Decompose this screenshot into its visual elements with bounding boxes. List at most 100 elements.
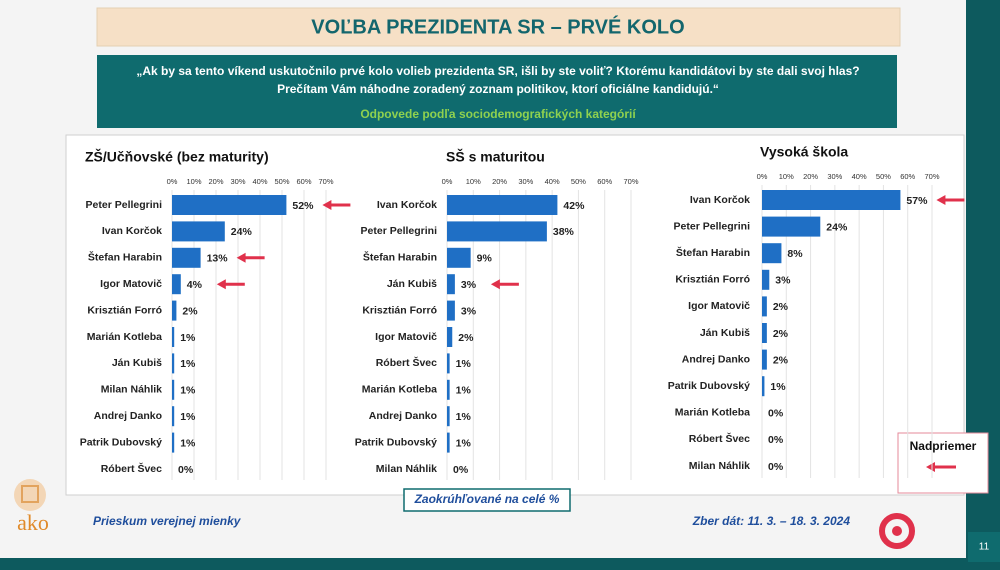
- value-label: 2%: [773, 328, 789, 340]
- highlight-arrow: [236, 252, 265, 263]
- value-label: 1%: [456, 411, 472, 423]
- category-label: Krisztián Forró: [675, 274, 750, 286]
- category-label: Ján Kubiš: [387, 278, 437, 290]
- value-label: 3%: [775, 275, 791, 287]
- bar: [447, 353, 450, 374]
- value-label: 2%: [458, 332, 474, 344]
- value-label: 2%: [773, 354, 789, 366]
- x-tick-label: 60%: [900, 172, 915, 181]
- value-label: 8%: [787, 248, 803, 260]
- highlight-arrow: [322, 200, 351, 210]
- category-label: Andrej Danko: [682, 353, 750, 365]
- question-line: „Ak by sa tento víkend uskutočnilo prvé …: [136, 64, 859, 78]
- note-box: [403, 488, 571, 512]
- bar: [172, 247, 201, 268]
- footer-left: Prieskum verejnej mienky: [93, 514, 242, 528]
- bar: [447, 247, 471, 268]
- title: VOĽBA PREZIDENTA SR – PRVÉ KOLO: [311, 15, 684, 38]
- value-label: 1%: [180, 385, 196, 397]
- value-label: 3%: [461, 305, 477, 317]
- x-tick-label: 10%: [186, 177, 201, 186]
- value-label: 24%: [231, 226, 253, 238]
- x-tick-label: 40%: [252, 177, 267, 186]
- bar: [172, 195, 287, 215]
- bar: [762, 349, 767, 370]
- bar: [447, 406, 450, 427]
- highlight-arrow: [216, 279, 245, 290]
- category-label: Igor Matovič: [688, 300, 750, 312]
- x-tick-label: 10%: [466, 177, 481, 186]
- x-tick-label: 30%: [230, 177, 245, 186]
- value-label: 2%: [182, 305, 198, 317]
- value-label: 1%: [456, 385, 472, 397]
- bar: [172, 221, 225, 242]
- x-tick-label: 10%: [779, 172, 794, 181]
- value-label: 2%: [773, 301, 789, 313]
- legend-box: [897, 432, 989, 494]
- x-tick-label: 0%: [167, 177, 178, 186]
- category-label: Patrik Dubovský: [80, 436, 162, 448]
- bar: [762, 269, 770, 290]
- category-label: Róbert Švec: [376, 356, 437, 369]
- category-label: Štefan Harabin: [363, 251, 437, 264]
- bar: [172, 379, 175, 400]
- value-label: 0%: [768, 434, 784, 446]
- value-label: 1%: [456, 358, 472, 370]
- value-label: 1%: [180, 411, 196, 423]
- subtitle: Odpovede podľa sociodemografických kateg…: [360, 107, 636, 121]
- bar: [447, 300, 455, 321]
- x-tick-label: 20%: [803, 172, 818, 181]
- category-label: Milan Náhlik: [376, 463, 437, 475]
- value-label: 0%: [178, 464, 194, 476]
- title-box: [96, 7, 901, 47]
- category-label: Róbert Švec: [101, 462, 162, 475]
- category-label: Ivan Korčok: [377, 199, 437, 211]
- value-label: 0%: [768, 461, 784, 473]
- category-label: Krisztián Forró: [362, 304, 437, 316]
- bar: [172, 327, 175, 347]
- category-label: Peter Pellegrini: [361, 225, 438, 237]
- bar: [172, 353, 175, 374]
- x-tick-label: 40%: [852, 172, 867, 181]
- page-number: 11: [979, 542, 990, 553]
- rounding-note: Zaokrúhľované na celé %: [414, 492, 560, 506]
- x-tick-label: 50%: [876, 172, 891, 181]
- value-label: 24%: [826, 221, 848, 233]
- question-line: Prečítam Vám náhodne zoradený zoznam pol…: [277, 82, 719, 96]
- category-label: Štefan Harabin: [676, 246, 750, 259]
- value-label: 1%: [180, 437, 196, 449]
- arrow-head: [236, 252, 246, 263]
- arrow-head: [490, 279, 500, 290]
- x-tick-label: 60%: [597, 177, 612, 186]
- value-label: 3%: [461, 279, 477, 291]
- category-label: Igor Matovič: [100, 278, 162, 290]
- category-label: Róbert Švec: [689, 432, 750, 445]
- value-label: 57%: [906, 195, 928, 207]
- bar: [762, 216, 821, 237]
- bar: [447, 432, 450, 453]
- category-label: Peter Pellegrini: [86, 199, 163, 211]
- category-label: Peter Pellegrini: [674, 220, 751, 232]
- category-label: Marián Kotleba: [362, 384, 437, 396]
- logo-text: ako: [17, 510, 49, 535]
- x-tick-label: 30%: [827, 172, 842, 181]
- page-box: [968, 532, 1000, 562]
- x-tick-label: 20%: [208, 177, 223, 186]
- value-label: 1%: [456, 437, 472, 449]
- bar: [447, 379, 450, 400]
- chart-title: Vysoká škola: [760, 144, 848, 160]
- category-label: Marián Kotleba: [675, 407, 750, 419]
- ako-logo: ako: [14, 479, 49, 535]
- category-label: Patrik Dubovský: [668, 380, 750, 392]
- bar: [762, 190, 901, 210]
- value-label: 0%: [768, 408, 784, 420]
- category-label: Igor Matovič: [375, 331, 437, 343]
- bar: [172, 300, 177, 321]
- bar: [172, 432, 175, 453]
- category-label: Marián Kotleba: [87, 331, 162, 343]
- value-label: 52%: [292, 200, 314, 212]
- partner-logo: [879, 513, 915, 549]
- category-label: Milan Náhlik: [689, 460, 750, 472]
- bottom-band: [0, 558, 1000, 570]
